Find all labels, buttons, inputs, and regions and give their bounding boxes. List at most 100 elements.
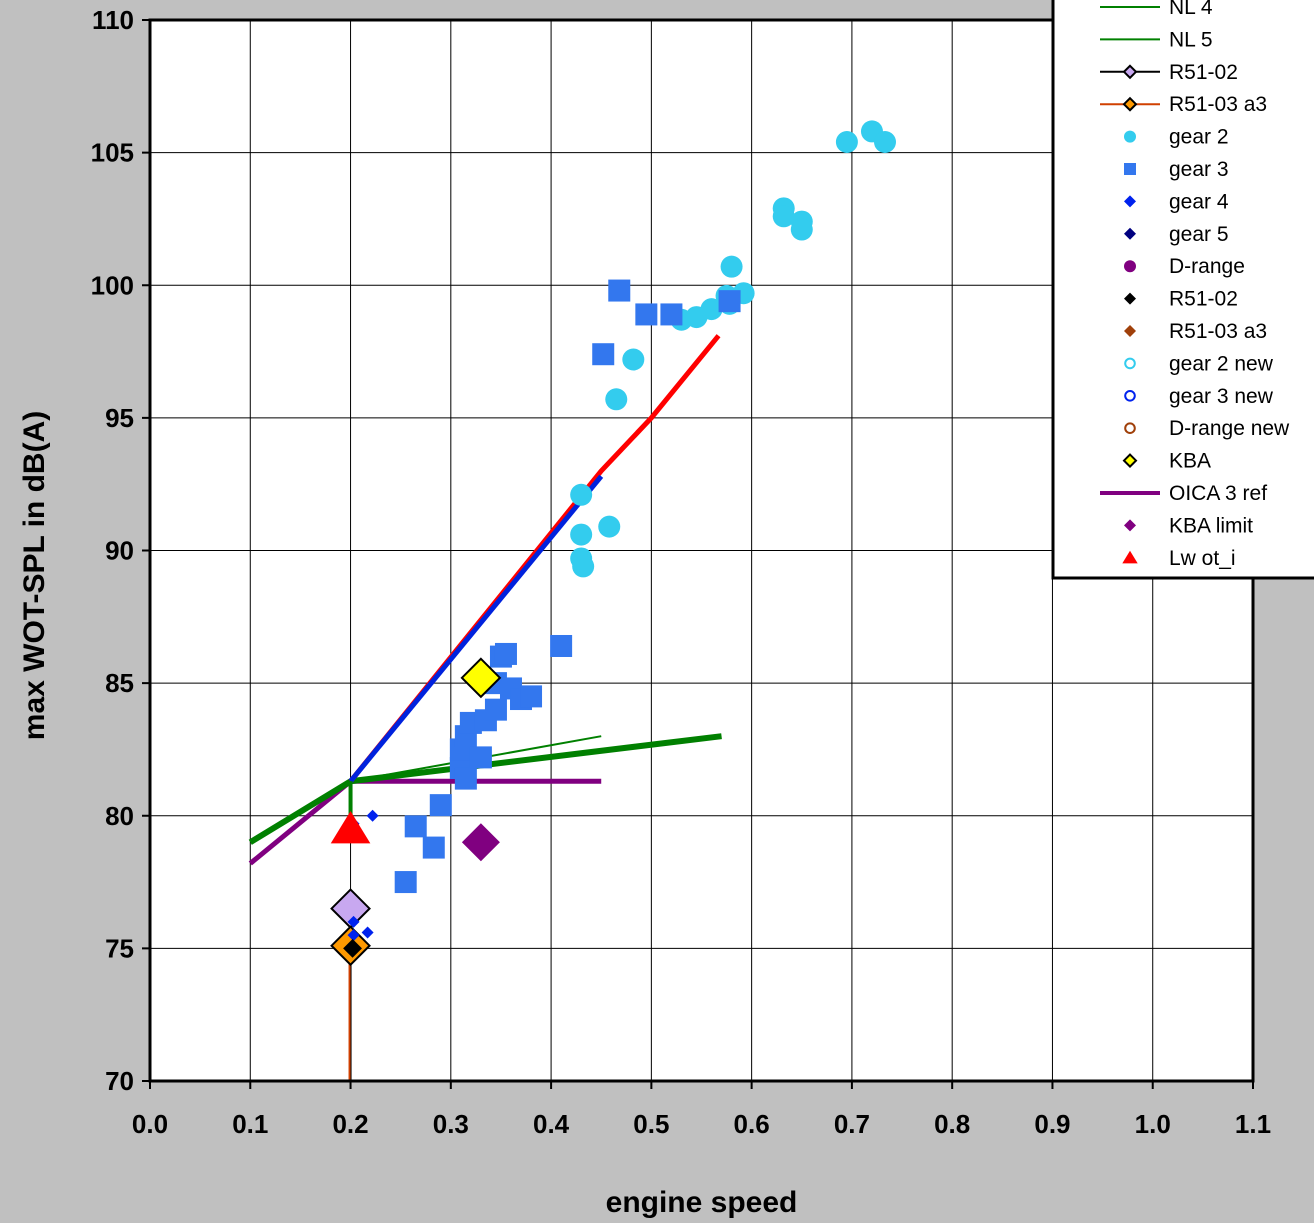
point-gear-3	[520, 685, 543, 708]
x-tick-label: 0.6	[734, 1109, 770, 1139]
point-kba-limit	[461, 823, 500, 862]
legend-swatch-marker	[1122, 96, 1138, 112]
legend-item-gear-3-new: gear 3 new	[1124, 385, 1274, 408]
x-tick-label: 0.1	[232, 1109, 268, 1139]
y-tick-label: 105	[91, 138, 134, 168]
point-r51-02	[343, 938, 362, 958]
trend-line-2	[348, 474, 604, 783]
point-gear-2	[873, 131, 896, 154]
legend-swatch-marker	[1122, 550, 1138, 564]
legend-label: gear 2 new	[1169, 352, 1274, 375]
y-tick-label: 95	[105, 403, 134, 433]
legend-swatch-marker	[1124, 422, 1136, 435]
legend-item-gear-2: gear 2	[1124, 126, 1229, 149]
legend-swatch-marker	[1124, 195, 1136, 208]
y-axis-label: max WOT-SPL in dB(A)	[18, 411, 51, 740]
legend-swatch-marker	[1124, 227, 1136, 240]
legend-label: R51-03 a3	[1169, 320, 1267, 343]
legend-label: R51-02	[1169, 288, 1238, 311]
legend-swatch-marker	[1124, 390, 1136, 402]
point-gear-2	[570, 523, 593, 546]
x-tick-label: 0.5	[633, 1109, 669, 1139]
x-tick-label: 0.9	[1034, 1109, 1070, 1139]
legend-label: Lw ot_i	[1169, 547, 1236, 570]
legend-swatch-marker	[1124, 130, 1136, 143]
legend-item-r51-03-a3: R51-03 a3	[1100, 93, 1267, 116]
point-gear-2	[772, 205, 795, 228]
point-gear-3	[422, 836, 445, 859]
point-gear-3	[429, 794, 452, 817]
legend-item-gear-4: gear 4	[1124, 190, 1229, 213]
point-gear-3	[718, 290, 741, 313]
legend-item-r51-02: R51-02	[1100, 61, 1238, 84]
y-tick-label: 75	[105, 933, 134, 963]
legend-swatch-marker	[1124, 292, 1136, 305]
legend-item-r51-03-a3: R51-03 a3	[1124, 320, 1267, 343]
point-gear-2	[622, 348, 645, 371]
legend: NL 4 NL 5 R51-02 R51-03 a3 gear 2 gear 3 gear …	[1051, 0, 1314, 580]
legend-label: gear 3 new	[1169, 385, 1274, 408]
point-gear-3	[404, 815, 427, 838]
legend-label: D-range	[1169, 255, 1245, 278]
legend-item-nl-4: NL 4	[1100, 0, 1213, 19]
point-gear-2	[700, 298, 723, 321]
legend-label: gear 2	[1169, 126, 1229, 149]
legend-item-lw-ot-i: Lw ot_i	[1122, 547, 1236, 570]
point-gear-3	[592, 343, 615, 366]
series-markers	[330, 120, 896, 967]
point-gear-3	[494, 642, 517, 665]
point-gear-3	[550, 634, 573, 657]
point-gear-2	[570, 483, 593, 506]
point-gear-4	[347, 929, 360, 942]
point-kba	[460, 657, 502, 699]
point-gear-4	[366, 809, 379, 822]
legend-label: OICA 3 ref	[1169, 482, 1267, 505]
legend-label: gear 4	[1169, 190, 1229, 213]
y-tick-label: 70	[105, 1066, 134, 1096]
legend-item-d-range: D-range	[1124, 255, 1245, 278]
legend-swatch-marker	[1122, 64, 1138, 80]
x-tick-label: 0.3	[433, 1109, 469, 1139]
point-gear-4	[347, 915, 360, 928]
point-gear-3	[454, 767, 477, 790]
legend-swatch-marker	[1124, 519, 1136, 532]
point-gear-3	[484, 698, 507, 721]
legend-label: gear 3	[1169, 158, 1229, 181]
x-tick-label: 0.8	[934, 1109, 970, 1139]
legend-swatch-marker	[1122, 453, 1138, 469]
point-gear-2	[790, 218, 813, 241]
x-tick-label: 0.4	[533, 1109, 570, 1139]
point-gear-3	[608, 279, 631, 302]
legend-label: gear 5	[1169, 223, 1229, 246]
point-gear-2	[605, 388, 628, 411]
point-gear-2	[598, 515, 621, 538]
legend-label: NL 4	[1169, 0, 1213, 19]
point-gear-2	[835, 131, 858, 154]
x-axis-label: engine speed	[606, 1186, 798, 1219]
legend-box	[1051, 0, 1314, 580]
legend-item-d-range-new: D-range new	[1124, 417, 1290, 440]
legend-swatch-marker	[1124, 163, 1136, 175]
legend-label: R51-02	[1169, 61, 1238, 84]
legend-swatch-marker	[1124, 357, 1136, 370]
legend-swatch-marker	[1124, 260, 1136, 273]
legend-item-gear-5: gear 5	[1124, 223, 1229, 246]
legend-label: KBA	[1169, 450, 1211, 473]
point-gear-3	[660, 303, 683, 326]
point-gear-3	[635, 303, 658, 326]
y-tick-label: 85	[105, 668, 134, 698]
legend-item-gear-2-new: gear 2 new	[1124, 352, 1274, 375]
legend-item-r51-02: R51-02	[1124, 288, 1238, 311]
y-tick-label: 90	[105, 536, 134, 566]
x-tick-label: 1.0	[1135, 1109, 1171, 1139]
legend-label: KBA limit	[1169, 514, 1253, 537]
point-gear-2	[572, 555, 595, 578]
x-tick-labels: 0.0 0.1 0.2 0.3 0.4 0.5 0.6 0.7 0.8 0.9 1.0 1.1	[132, 1109, 1271, 1139]
y-tick-label: 110	[92, 5, 134, 35]
legend-label: R51-03 a3	[1169, 93, 1267, 116]
legend-item-kba-limit: KBA limit	[1124, 514, 1253, 537]
legend-label: NL 5	[1169, 28, 1213, 51]
point-gear-3	[469, 746, 492, 769]
legend-item-kba: KBA	[1122, 450, 1211, 473]
legend-item-gear-3: gear 3	[1124, 158, 1229, 181]
